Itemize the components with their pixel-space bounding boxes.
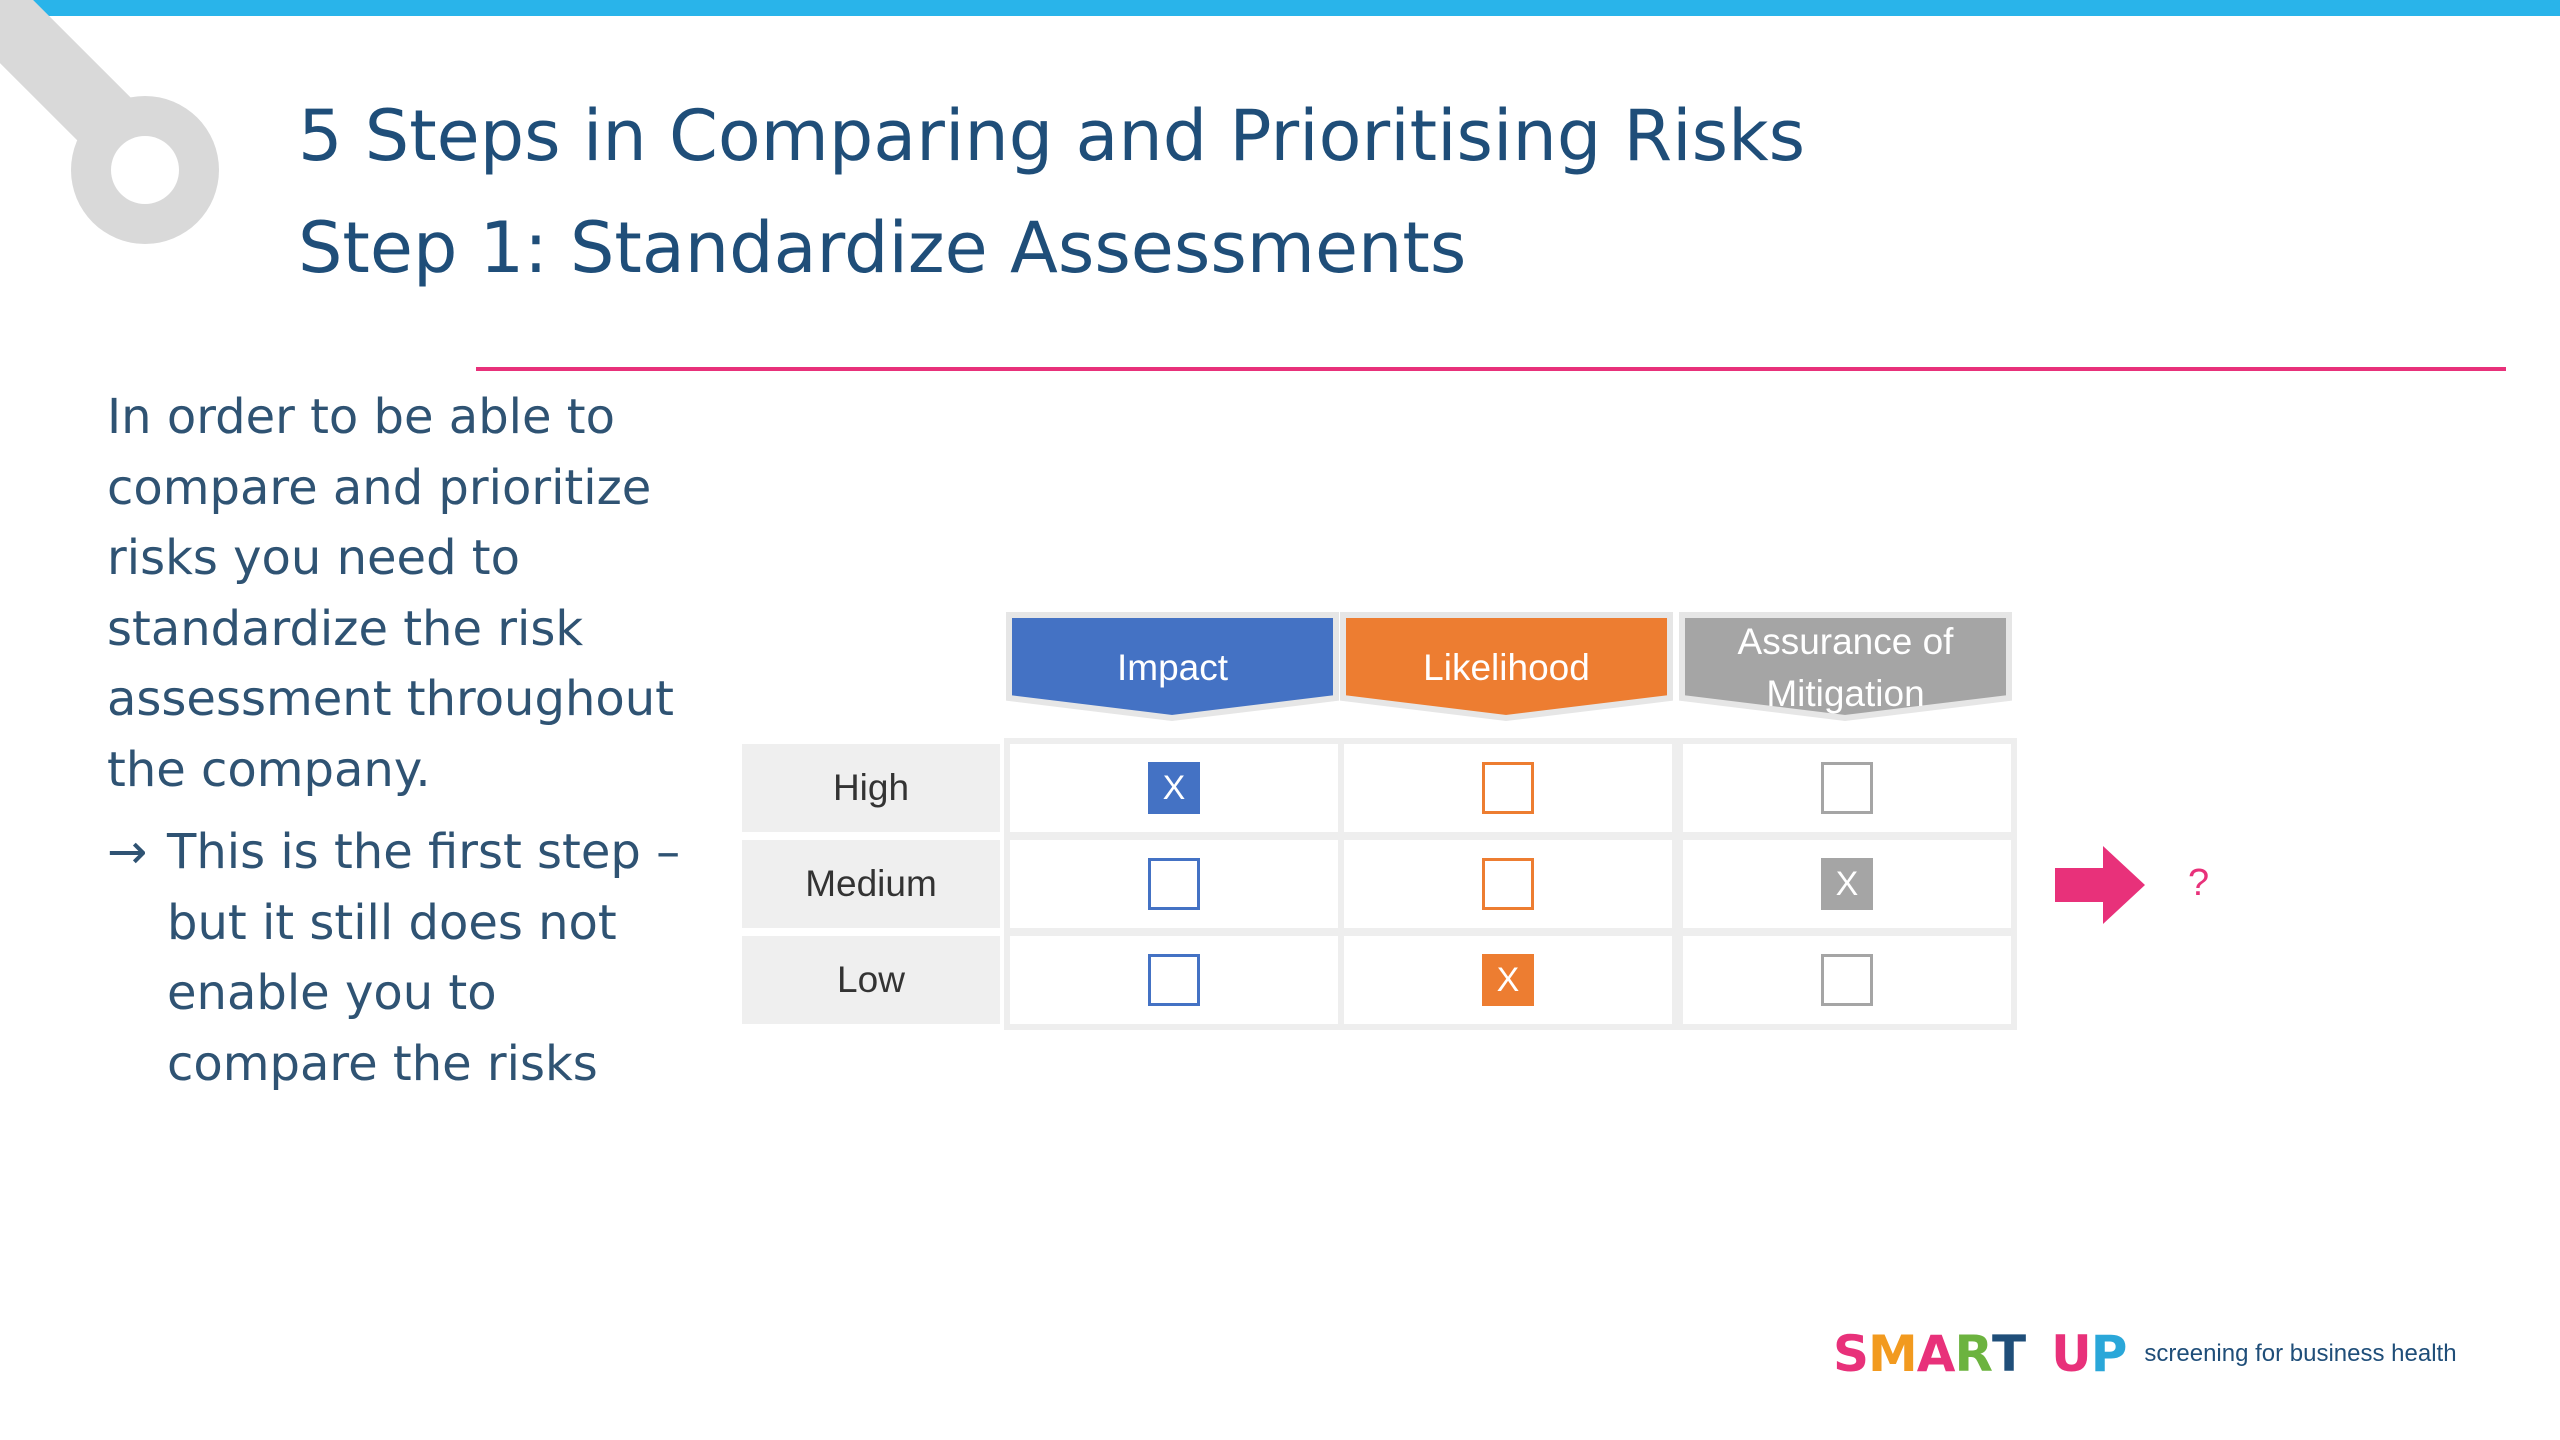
column-label-likelihood: Likelihood bbox=[1423, 647, 1590, 688]
title-line-2: Step 1: Standardize Assessments bbox=[298, 207, 1467, 289]
cell-low-likelihood: X bbox=[1344, 936, 1672, 1024]
cell-medium-likelihood bbox=[1344, 840, 1672, 928]
checkbox-low-likelihood: X bbox=[1482, 954, 1534, 1006]
result-question-mark: ? bbox=[2188, 862, 2210, 904]
cell-medium-impact bbox=[1010, 840, 1338, 928]
slide-title: 5 Steps in Comparing and Prioritising Ri… bbox=[298, 80, 1805, 304]
logo-letter: T bbox=[1992, 1325, 2026, 1383]
checkbox-medium-impact bbox=[1148, 858, 1200, 910]
pink-arrow-icon bbox=[2055, 846, 2145, 924]
logo-letter: S bbox=[1833, 1325, 1869, 1383]
cell-high-likelihood bbox=[1344, 744, 1672, 832]
column-header-likelihood: Likelihood bbox=[1340, 612, 1673, 724]
cell-low-impact bbox=[1010, 936, 1338, 1024]
right-arrow-icon: → bbox=[107, 824, 148, 880]
cell-high-impact: X bbox=[1010, 744, 1338, 832]
logo-letter: P bbox=[2090, 1325, 2128, 1383]
logo-letter bbox=[2025, 1325, 2051, 1383]
checkbox-low-assurance bbox=[1821, 954, 1873, 1006]
column-header-assurance: Assurance of Mitigation bbox=[1679, 612, 2012, 724]
intro-paragraph: In order to be able to compare and prior… bbox=[107, 389, 674, 798]
checkbox-high-impact: X bbox=[1148, 762, 1200, 814]
logo-letter: A bbox=[1916, 1325, 1956, 1383]
header-shape-likelihood bbox=[1340, 612, 1673, 722]
body-text: In order to be able to compare and prior… bbox=[107, 382, 687, 1099]
cell-medium-assurance: X bbox=[1683, 840, 2011, 928]
wrench-icon bbox=[0, 0, 219, 244]
checkbox-medium-likelihood bbox=[1482, 858, 1534, 910]
row-label-high: High bbox=[742, 744, 1000, 832]
cell-high-assurance bbox=[1683, 744, 2011, 832]
column-label-impact: Impact bbox=[1116, 647, 1229, 688]
logo-tagline: screening for business health bbox=[2144, 1340, 2457, 1367]
title-line-1: 5 Steps in Comparing and Prioritising Ri… bbox=[298, 95, 1806, 177]
logo-letter: M bbox=[1868, 1325, 1918, 1383]
logo-letter: U bbox=[2051, 1325, 2092, 1383]
logo-letter: R bbox=[1954, 1325, 1993, 1383]
header-shape-impact bbox=[1006, 612, 1339, 722]
top-accent-bar bbox=[0, 0, 2560, 16]
checkbox-high-likelihood bbox=[1482, 762, 1534, 814]
arrow-paragraph-text: This is the first step – but it still do… bbox=[167, 824, 681, 1092]
header-shape-assurance bbox=[1679, 612, 2012, 722]
title-divider bbox=[476, 367, 2506, 371]
checkbox-low-impact bbox=[1148, 954, 1200, 1006]
column-label-assurance: Assurance of Mitigation bbox=[1737, 621, 1954, 714]
row-label-low: Low bbox=[742, 936, 1000, 1024]
cell-low-assurance bbox=[1683, 936, 2011, 1024]
row-label-medium: Medium bbox=[742, 840, 1000, 928]
arrow-paragraph: → This is the first step – but it still d… bbox=[107, 817, 687, 1099]
checkbox-medium-assurance: X bbox=[1821, 858, 1873, 910]
checkbox-high-assurance bbox=[1821, 762, 1873, 814]
column-header-impact: Impact bbox=[1006, 612, 1339, 724]
